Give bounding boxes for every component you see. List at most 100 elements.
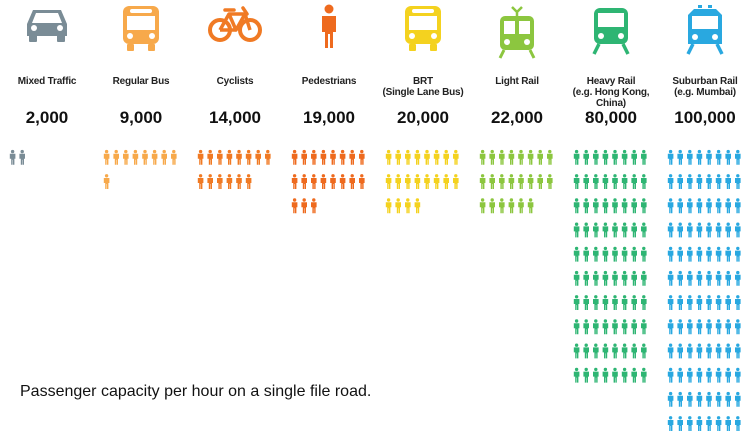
person-figure bbox=[725, 246, 731, 262]
person-figure bbox=[602, 319, 609, 335]
mode-label: Regular Bus bbox=[90, 76, 192, 87]
person-figure bbox=[453, 149, 459, 165]
person-figure bbox=[573, 198, 580, 214]
person-figure bbox=[301, 198, 307, 214]
person-figure bbox=[142, 149, 148, 165]
pedestrian-icon bbox=[282, 4, 376, 58]
person-figure bbox=[734, 222, 741, 238]
person-figure bbox=[537, 174, 543, 189]
person-figure bbox=[385, 198, 392, 214]
person-figure bbox=[602, 367, 609, 383]
person-figure bbox=[631, 198, 637, 214]
person-figure bbox=[311, 198, 317, 214]
person-figure bbox=[667, 416, 674, 431]
person-figure bbox=[734, 149, 741, 165]
person-figure bbox=[612, 149, 618, 165]
person-figure bbox=[667, 319, 674, 335]
person-figure bbox=[631, 270, 637, 286]
person-figure bbox=[602, 174, 609, 189]
person-figure bbox=[489, 174, 495, 189]
person-figure bbox=[349, 174, 355, 189]
person-figure bbox=[527, 198, 534, 214]
person-figure bbox=[255, 149, 261, 165]
person-figure bbox=[339, 174, 346, 189]
mode-subtitle: (e.g. Hong Kong, China) bbox=[572, 87, 650, 109]
person-figure bbox=[245, 174, 252, 189]
person-figure bbox=[385, 174, 392, 189]
person-figure bbox=[686, 198, 693, 214]
mode-value: 14,000 bbox=[209, 108, 261, 127]
mode-column: Light Rail 22,000 bbox=[470, 0, 564, 434]
person-figure bbox=[715, 295, 722, 310]
person-figure bbox=[734, 198, 741, 214]
person-figure bbox=[706, 222, 712, 238]
mode-subtitle: (Single Lane Bus) bbox=[382, 87, 464, 98]
person-figure bbox=[612, 174, 618, 189]
person-figure bbox=[706, 174, 712, 189]
person-figure bbox=[161, 149, 167, 165]
person-figure bbox=[424, 174, 430, 189]
person-figure bbox=[508, 174, 515, 189]
person-figure bbox=[667, 270, 674, 286]
person-figure bbox=[583, 295, 589, 310]
person-figure bbox=[734, 295, 741, 310]
mode-label: Cyclists bbox=[184, 76, 286, 87]
person-figure bbox=[537, 149, 543, 165]
person-figure bbox=[696, 174, 703, 189]
person-figure bbox=[696, 198, 703, 214]
mode-name: Light Rail bbox=[495, 76, 539, 87]
person-figure bbox=[667, 391, 674, 407]
person-figure bbox=[686, 246, 693, 262]
person-figure bbox=[725, 222, 731, 238]
person-figure bbox=[499, 149, 505, 165]
person-figure bbox=[696, 295, 703, 310]
person-figure bbox=[103, 174, 110, 189]
person-figure bbox=[602, 149, 609, 165]
person-figure bbox=[640, 149, 647, 165]
person-figure bbox=[631, 319, 637, 335]
mode-name: Heavy Rail bbox=[586, 76, 636, 87]
person-figure bbox=[197, 174, 204, 189]
mode-value: 80,000 bbox=[585, 108, 637, 127]
brt-bus-icon bbox=[376, 4, 470, 58]
person-figure bbox=[291, 174, 298, 189]
person-figure bbox=[339, 149, 346, 165]
person-figure bbox=[696, 222, 703, 238]
person-figure bbox=[715, 222, 722, 238]
person-figure bbox=[706, 416, 712, 431]
person-figure bbox=[677, 174, 683, 189]
person-figure bbox=[527, 174, 534, 189]
person-figure bbox=[573, 149, 580, 165]
person-figure bbox=[573, 319, 580, 335]
car-icon bbox=[0, 4, 94, 58]
mode-name: Suburban Rail bbox=[672, 76, 738, 87]
person-figure bbox=[706, 295, 712, 310]
person-figure bbox=[725, 295, 731, 310]
person-figure bbox=[715, 149, 722, 165]
person-figure bbox=[677, 367, 683, 383]
person-figure bbox=[103, 149, 110, 165]
person-figure bbox=[395, 198, 401, 214]
figure-group bbox=[385, 149, 459, 214]
person-figure bbox=[602, 246, 609, 262]
person-figure bbox=[621, 149, 628, 165]
person-figure bbox=[518, 149, 524, 165]
person-figure bbox=[207, 174, 213, 189]
person-figure bbox=[715, 319, 722, 335]
person-figure bbox=[725, 343, 731, 359]
person-figure bbox=[330, 174, 336, 189]
person-figure bbox=[640, 174, 647, 189]
person-figure bbox=[171, 149, 177, 165]
person-figure bbox=[715, 343, 722, 359]
person-figure bbox=[9, 149, 16, 165]
person-figure bbox=[489, 149, 495, 165]
person-figure bbox=[602, 222, 609, 238]
person-figure bbox=[686, 416, 693, 431]
person-figure bbox=[385, 149, 392, 165]
person-figure bbox=[686, 319, 693, 335]
mode-name: Regular Bus bbox=[112, 76, 170, 87]
person-figure bbox=[621, 198, 628, 214]
person-figure bbox=[734, 391, 741, 407]
person-figure bbox=[592, 270, 599, 286]
person-figure bbox=[573, 174, 580, 189]
